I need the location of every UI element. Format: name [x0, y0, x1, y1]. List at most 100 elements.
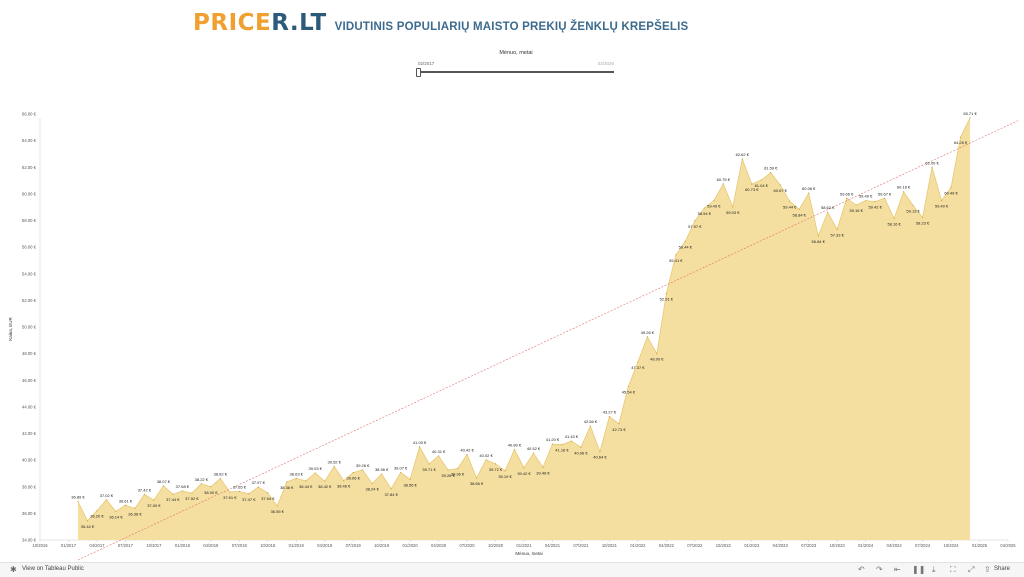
data-label: 65.71 € — [963, 111, 977, 116]
filter-end-value: 02/2025 — [597, 61, 614, 66]
data-point — [371, 482, 373, 485]
undo-icon[interactable]: ↶ — [858, 565, 865, 574]
trend-line — [77, 120, 1019, 561]
slider-handle[interactable] — [416, 68, 421, 77]
x-tick-label: 01/2023 — [744, 543, 760, 548]
data-point — [551, 443, 554, 445]
x-tick-label: 10/2023 — [830, 543, 846, 548]
data-label: 39.26 € — [356, 463, 370, 468]
data-point — [846, 197, 848, 200]
data-point — [827, 211, 829, 213]
y-tick-label: 40.00 € — [22, 458, 37, 463]
data-point — [656, 353, 658, 355]
fullscreen-icon[interactable]: ⛶ — [950, 565, 956, 574]
data-point — [940, 200, 943, 202]
data-label: 37.44 € — [166, 497, 180, 502]
data-label: 58.16 € — [887, 221, 901, 226]
data-point — [437, 455, 440, 457]
data-point — [276, 505, 278, 507]
data-label: 40.96 € — [574, 450, 588, 455]
data-label: 38.63 € — [290, 471, 304, 476]
data-point — [561, 444, 563, 446]
pause-icon[interactable]: ❚❚ — [912, 565, 926, 574]
data-label: 36.55 € — [271, 509, 285, 514]
data-label: 40.64 € — [593, 455, 607, 460]
price-area — [77, 117, 971, 541]
data-label: 59.03 € — [726, 210, 740, 215]
data-label: 37.42 € — [138, 487, 152, 492]
x-tick-label: 01/2024 — [858, 543, 874, 548]
data-label: 38.46 € — [337, 484, 351, 489]
x-tick-label: 10/2016 — [32, 543, 48, 548]
data-label: 55.41 € — [669, 258, 683, 263]
data-label: 37.84 € — [384, 492, 398, 497]
expand-icon[interactable]: ⤢ — [968, 565, 975, 574]
data-point — [608, 415, 611, 418]
data-label: 58.84 € — [793, 212, 807, 217]
data-point — [959, 136, 962, 138]
y-tick-label: 42.00 € — [22, 431, 37, 436]
data-point — [722, 183, 724, 185]
y-tick-label: 56.00 € — [22, 245, 37, 250]
tableau-footer: ✱ View on Tableau Public ↶ ↷ ⇤ ❚❚ ⤓ ⛶ ⤢ … — [0, 562, 1024, 577]
data-point — [172, 493, 174, 495]
data-point — [324, 480, 326, 482]
view-on-tableau-link[interactable]: View on Tableau Public — [22, 566, 84, 572]
share-button[interactable]: Share — [994, 566, 1011, 572]
data-point — [732, 206, 734, 208]
data-point — [400, 471, 402, 474]
data-label: 58.23 € — [916, 220, 930, 225]
data-point — [532, 452, 535, 454]
data-point — [789, 200, 791, 202]
data-label: 52.51 € — [660, 297, 674, 302]
share-icon[interactable]: ⇪ — [984, 565, 991, 574]
data-label: 59.67 € — [878, 191, 892, 196]
data-label: 42.73 € — [612, 427, 626, 432]
data-point — [570, 440, 573, 442]
y-tick-label: 60.00 € — [22, 191, 37, 196]
data-point — [627, 385, 629, 387]
x-tick-label: 07/2017 — [118, 543, 134, 548]
data-label: 37.00 € — [147, 503, 161, 508]
x-tick-label: 07/2021 — [573, 543, 589, 548]
data-label: 39.72 € — [489, 467, 503, 472]
slider-track[interactable] — [418, 71, 614, 73]
revert-icon[interactable]: ⇤ — [894, 565, 901, 574]
data-label: 38.36 € — [280, 485, 294, 490]
data-label: 60.73 € — [745, 187, 759, 192]
redo-icon[interactable]: ↷ — [876, 565, 883, 574]
data-point — [181, 490, 183, 492]
x-tick-label: 07/2024 — [915, 543, 931, 548]
data-point — [86, 520, 89, 522]
data-label: 35.44 € — [81, 524, 95, 529]
data-label: 36.89 € — [71, 495, 85, 500]
data-label: 40.31 € — [432, 449, 446, 454]
data-label: 39.07 € — [394, 466, 408, 471]
data-label: 39.19 € — [498, 474, 512, 479]
x-tick-label: 04/2024 — [887, 543, 903, 548]
data-point — [751, 183, 753, 185]
data-label: 57.33 € — [830, 232, 844, 237]
data-label: 64.26 € — [954, 140, 968, 145]
data-label: 49.26 € — [641, 330, 655, 335]
data-label: 38.44 € — [299, 484, 313, 489]
data-point — [817, 235, 819, 237]
download-icon[interactable]: ⤓ — [932, 565, 936, 574]
data-point — [447, 469, 449, 471]
x-tick-label: 10/2020 — [488, 543, 504, 548]
pricer-logo: PRICER.LT — [193, 10, 327, 36]
x-tick-label: 10/2019 — [374, 543, 390, 548]
data-point — [466, 453, 468, 456]
data-label: 41.00 € — [413, 440, 427, 445]
x-tick-label: 10/2022 — [716, 543, 732, 548]
data-label: 42.56 € — [584, 419, 598, 424]
data-point — [115, 510, 117, 513]
x-tick-label: 04/2021 — [545, 543, 561, 548]
data-label: 37.97 € — [252, 480, 266, 485]
data-point — [808, 192, 810, 194]
data-label: 38.56 € — [403, 482, 417, 487]
data-point — [333, 465, 335, 468]
data-point — [950, 186, 952, 188]
x-tick-label: 01/2020 — [403, 543, 419, 548]
data-point — [191, 492, 193, 494]
